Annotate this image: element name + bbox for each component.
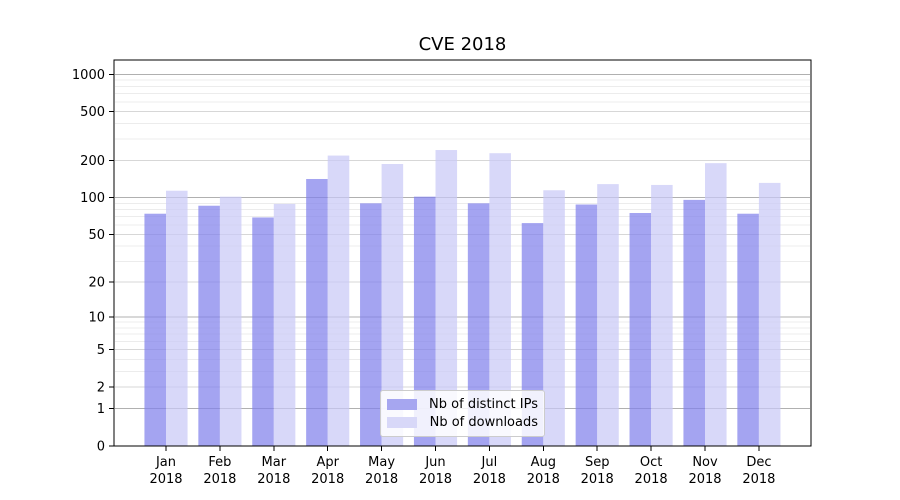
x-tick-label-year-may: 2018 — [365, 472, 398, 487]
bar-distinct-ips-oct — [629, 213, 652, 446]
x-tick-label-month-nov: Nov — [692, 455, 718, 470]
bar-downloads-apr — [327, 155, 350, 446]
bar-downloads-sep — [597, 184, 619, 446]
x-tick-label-year-dec: 2018 — [742, 472, 775, 487]
bar-downloads-jan — [166, 190, 188, 446]
y-tick-label-0: 0 — [97, 440, 105, 455]
x-tick-label-month-oct: Oct — [640, 455, 662, 470]
y-tick-label-2: 2 — [97, 380, 105, 395]
x-tick-label-month-jul: Jul — [481, 455, 498, 470]
x-tick-label-year-jan: 2018 — [149, 472, 182, 487]
legend-row-downloads: Nb of downloads — [387, 415, 538, 430]
x-tick-label-month-may: May — [368, 455, 395, 470]
bar-distinct-ips-dec — [737, 213, 759, 446]
x-tick-label-month-aug: Aug — [531, 455, 556, 470]
x-tick-label-year-jul: 2018 — [473, 472, 506, 487]
x-tick-label-year-sep: 2018 — [581, 472, 614, 487]
bar-distinct-ips-jan — [144, 213, 166, 446]
bar-distinct-ips-mar — [252, 217, 274, 446]
y-tick-label-50: 50 — [88, 228, 105, 243]
x-tick-label-year-feb: 2018 — [203, 472, 236, 487]
y-tick-label-500: 500 — [80, 105, 105, 120]
y-tick-label-10: 10 — [88, 310, 105, 325]
bar-distinct-ips-jul — [467, 203, 490, 446]
bar-downloads-oct — [651, 184, 673, 447]
y-tick-label-1: 1 — [97, 402, 105, 417]
x-tick-label-month-apr: Apr — [316, 455, 339, 470]
x-tick-label-year-apr: 2018 — [311, 472, 344, 487]
bar-downloads-jun — [435, 150, 458, 447]
bar-distinct-ips-jun — [413, 196, 436, 446]
x-tick-label-month-feb: Feb — [208, 455, 231, 470]
x-tick-label-month-jan: Jan — [155, 455, 176, 470]
bar-downloads-feb — [219, 196, 242, 446]
bar-downloads-mar — [273, 203, 296, 446]
x-tick-label-year-nov: 2018 — [688, 472, 721, 487]
bar-distinct-ips-may — [360, 203, 382, 446]
bar-downloads-aug — [543, 190, 565, 446]
y-tick-label-5: 5 — [97, 343, 105, 358]
x-tick-label-year-oct: 2018 — [635, 472, 668, 487]
bar-downloads-dec — [758, 182, 781, 446]
legend-label-distinct-ips: Nb of distinct IPs — [429, 397, 538, 412]
bar-distinct-ips-sep — [575, 204, 598, 446]
y-tick-label-200: 200 — [80, 154, 105, 169]
chart-title: CVE 2018 — [418, 34, 507, 55]
x-tick-label-month-jun: Jun — [424, 455, 445, 470]
bar-downloads-may — [381, 163, 404, 446]
y-tick-label-1000: 1000 — [72, 68, 105, 83]
legend-row-distinct-ips: Nb of distinct IPs — [387, 397, 538, 412]
legend-swatch-distinct-ips — [387, 399, 417, 410]
legend: Nb of distinct IPs Nb of downloads — [380, 390, 545, 437]
bar-distinct-ips-apr — [306, 178, 328, 446]
bar-distinct-ips-feb — [198, 205, 220, 446]
plot-border — [113, 59, 812, 447]
y-tick-label-20: 20 — [88, 276, 105, 291]
bar-distinct-ips-nov — [683, 199, 705, 446]
bar-downloads-nov — [705, 163, 727, 447]
y-tick-label-100: 100 — [80, 191, 105, 206]
x-tick-label-month-dec: Dec — [746, 455, 771, 470]
x-tick-label-month-sep: Sep — [585, 455, 610, 470]
x-tick-label-year-jun: 2018 — [419, 472, 452, 487]
legend-swatch-downloads — [387, 417, 417, 428]
x-tick-label-year-aug: 2018 — [527, 472, 560, 487]
x-tick-label-month-mar: Mar — [262, 455, 287, 470]
x-tick-label-year-mar: 2018 — [257, 472, 290, 487]
legend-label-downloads: Nb of downloads — [429, 415, 538, 430]
bar-downloads-jul — [489, 153, 511, 446]
